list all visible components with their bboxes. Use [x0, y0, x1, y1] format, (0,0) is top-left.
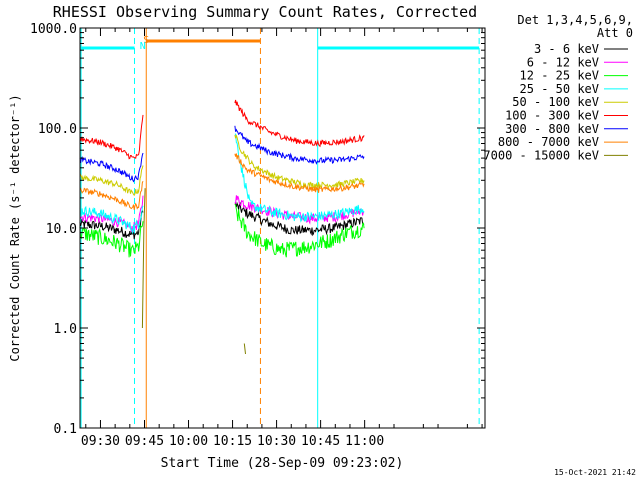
annotation-n: N [140, 41, 146, 52]
series-line-100-300-kev [234, 99, 365, 148]
series-line-3-6-kev [234, 201, 365, 237]
series-line-12-25-kev [79, 221, 144, 258]
series-line-300-800-kev [234, 125, 365, 165]
series-line-300-800-kev [79, 152, 144, 183]
axis-layer: 1000.0 100.0 10.0 1.0 0.1 09:30 09:45 10:00 10:1… [30, 22, 485, 449]
x-tick-label: 10:15 [213, 434, 252, 449]
plot-layer: SN [79, 28, 480, 428]
y-tick-label: 1000.0 [30, 22, 77, 37]
chart-title: RHESSI Observing Summary Count Rates, Co… [53, 3, 477, 21]
legend-entry-label: 3 - 6 keV [534, 42, 599, 56]
legend-entry-label: 12 - 25 keV [520, 69, 599, 83]
legend-entry-label: 100 - 300 keV [505, 109, 599, 123]
y-tick-label: 100.0 [38, 122, 77, 137]
generation-timestamp: 15-Oct-2021 21:42 [554, 468, 636, 477]
legend-entry-label: 7000 - 15000 keV [483, 148, 599, 162]
x-tick-label: 10:45 [301, 434, 340, 449]
series-line-800-7000-kev [79, 180, 144, 210]
annotation-s: S [143, 35, 149, 46]
legend-entry-label: 6 - 12 keV [527, 55, 599, 69]
series-line-50-100-kev [234, 134, 365, 190]
y-tick-label: 1.0 [54, 322, 77, 337]
y-tick-label: 0.1 [54, 422, 77, 437]
legend-header-line2: Att 0 [597, 26, 633, 40]
y-tick-label: 10.0 [46, 222, 77, 237]
x-tick-label: 10:30 [257, 434, 296, 449]
legend-header-line1: Det 1,3,4,5,6,9, [517, 13, 633, 27]
x-tick-label: 11:00 [345, 434, 384, 449]
series-line-7000-15000-kev [243, 343, 246, 355]
series-line-7000-15000-kev [141, 188, 146, 329]
series-line-50-100-kev [79, 165, 144, 197]
series-line-800-7000-kev [234, 153, 365, 193]
legend-entry-label: 300 - 800 keV [505, 122, 599, 136]
x-tick-label: 09:45 [125, 434, 164, 449]
legend-entry-label: 25 - 50 keV [520, 82, 599, 96]
series-line-25-50-kev [79, 205, 144, 235]
series-line-12-25-kev [234, 203, 365, 258]
series-line-100-300-kev [79, 114, 144, 160]
x-axis-label: Start Time (28-Sep-09 09:23:02) [161, 456, 404, 471]
legend-entry-label: 800 - 7000 keV [498, 135, 599, 149]
x-tick-label: 09:30 [81, 434, 120, 449]
y-axis-label: Corrected Count Rate (s⁻¹ detector⁻¹) [8, 94, 22, 361]
x-tick-label: 10:00 [169, 434, 208, 449]
legend-entry-label: 50 - 100 keV [512, 95, 599, 109]
series-line-25-50-kev [234, 133, 365, 223]
